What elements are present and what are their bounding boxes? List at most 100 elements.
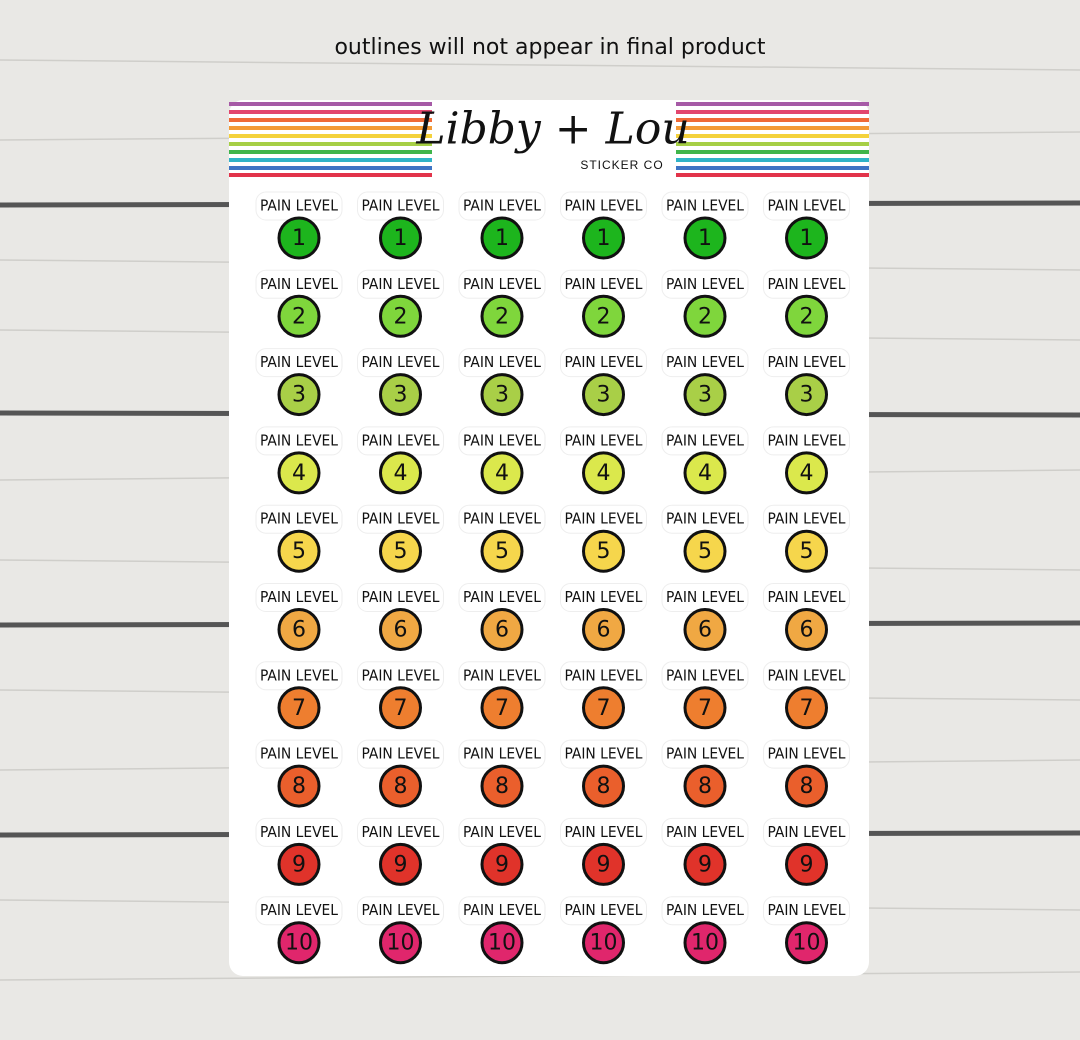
sticker-label: PAIN LEVEL (565, 901, 643, 919)
sticker-label: PAIN LEVEL (666, 823, 744, 841)
level-number: 1 (292, 226, 306, 251)
sticker-label: PAIN LEVEL (260, 197, 338, 215)
sticker: PAIN LEVEL 1 (661, 191, 749, 260)
level-circle (785, 529, 828, 573)
sticker-label: PAIN LEVEL (565, 823, 643, 841)
sticker-label: PAIN LEVEL (565, 353, 643, 371)
sticker: PAIN LEVEL 7 (661, 661, 749, 730)
level-number: 1 (800, 226, 814, 251)
level-circle (683, 921, 727, 965)
sticker: PAIN LEVEL 1 (255, 191, 343, 260)
sticker-label: PAIN LEVEL (768, 823, 846, 841)
sticker: PAIN LEVEL 3 (560, 348, 647, 417)
sticker: PAIN LEVEL 1 (560, 191, 647, 260)
level-circle (785, 294, 828, 338)
level-circle (379, 608, 422, 651)
level-circle (480, 842, 524, 886)
level-circle (480, 921, 524, 965)
level-circle (277, 451, 321, 495)
sticker-label: PAIN LEVEL (260, 510, 338, 528)
sticker-label: PAIN LEVEL (768, 588, 846, 606)
sticker-label: PAIN LEVEL (362, 901, 440, 919)
level-circle (785, 921, 828, 965)
level-circle (582, 842, 625, 886)
sticker: PAIN LEVEL 1 (357, 191, 444, 260)
sticker: PAIN LEVEL 6 (763, 583, 850, 651)
level-number: 1 (597, 226, 611, 251)
sticker: PAIN LEVEL 9 (357, 817, 444, 886)
notice: outlines will not appear in final produc… (334, 35, 765, 60)
level-number: 7 (394, 696, 408, 721)
sticker: PAIN LEVEL 9 (458, 817, 546, 886)
level-circle (277, 216, 321, 260)
level-circle (379, 451, 422, 495)
sticker: PAIN LEVEL 7 (458, 661, 546, 730)
sticker: PAIN LEVEL 10 (661, 896, 749, 965)
level-circle (785, 451, 828, 495)
sticker-label: PAIN LEVEL (666, 901, 744, 919)
level-number: 9 (292, 852, 306, 877)
sticker: PAIN LEVEL 9 (763, 817, 850, 886)
level-number: 5 (800, 539, 814, 564)
sticker-label: PAIN LEVEL (565, 588, 643, 606)
level-circle (480, 686, 524, 730)
level-number: 6 (800, 618, 814, 643)
sticker: PAIN LEVEL 5 (255, 504, 343, 573)
level-circle (582, 921, 625, 965)
sticker: PAIN LEVEL 7 (357, 661, 444, 730)
level-number: 7 (800, 696, 814, 721)
level-number: 7 (292, 696, 306, 721)
level-number: 8 (292, 774, 306, 799)
level-circle (683, 842, 727, 886)
sticker-label: PAIN LEVEL (260, 745, 338, 763)
level-circle (683, 216, 727, 260)
sticker-label: PAIN LEVEL (666, 745, 744, 763)
level-circle (277, 686, 321, 730)
level-circle (582, 608, 625, 651)
sticker-label: PAIN LEVEL (768, 901, 846, 919)
level-circle (582, 294, 625, 338)
level-circle (379, 842, 422, 886)
sticker-label: PAIN LEVEL (565, 745, 643, 763)
sticker-label: PAIN LEVEL (260, 353, 338, 371)
level-number: 5 (292, 539, 306, 564)
level-number: 10 (691, 931, 719, 956)
brand-subtitle: STICKER CO (580, 158, 663, 172)
sticker-label: PAIN LEVEL (463, 353, 541, 371)
level-circle (582, 451, 625, 495)
level-number: 1 (698, 226, 712, 251)
level-circle (277, 373, 321, 417)
level-number: 2 (800, 304, 814, 329)
level-number: 9 (698, 852, 712, 877)
sticker-label: PAIN LEVEL (260, 275, 338, 293)
sticker-label: PAIN LEVEL (565, 510, 643, 528)
level-number: 1 (394, 226, 408, 251)
level-circle (480, 451, 524, 495)
sticker: PAIN LEVEL 2 (458, 269, 546, 338)
level-number: 2 (394, 304, 408, 329)
sticker: PAIN LEVEL 3 (255, 348, 343, 417)
level-circle (785, 608, 828, 651)
sticker-label: PAIN LEVEL (463, 431, 541, 449)
sticker: PAIN LEVEL 4 (560, 426, 647, 495)
level-number: 2 (597, 304, 611, 329)
sticker: PAIN LEVEL 4 (661, 426, 749, 495)
level-number: 3 (292, 383, 306, 408)
sticker: PAIN LEVEL 2 (357, 269, 444, 338)
sticker-label: PAIN LEVEL (666, 666, 744, 684)
level-number: 3 (597, 383, 611, 408)
sticker-label: PAIN LEVEL (362, 745, 440, 763)
sticker: PAIN LEVEL 8 (357, 739, 444, 808)
sticker: PAIN LEVEL 8 (458, 739, 546, 808)
level-number: 5 (698, 539, 712, 564)
level-number: 8 (495, 774, 509, 799)
level-number: 10 (488, 931, 516, 956)
level-circle (277, 608, 321, 651)
sticker-label: PAIN LEVEL (362, 275, 440, 293)
level-number: 4 (394, 461, 408, 486)
level-circle (785, 216, 828, 260)
sticker-label: PAIN LEVEL (768, 666, 846, 684)
sticker: PAIN LEVEL 6 (357, 583, 444, 651)
sticker-label: PAIN LEVEL (362, 823, 440, 841)
